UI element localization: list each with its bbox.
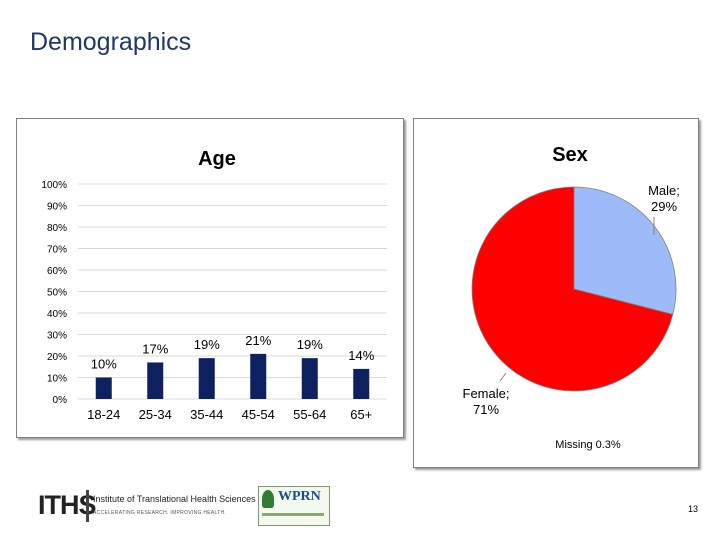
sex-chart-panel: Sex Male; 29% Female; 71% Missing 0.3% xyxy=(413,118,699,468)
age-y-tick-label: 80% xyxy=(47,223,67,234)
age-y-tick-label: 100% xyxy=(41,180,67,191)
age-category-label: 18-24 xyxy=(87,407,120,422)
age-bar-value-label: 19% xyxy=(297,337,323,352)
age-bar-value-label: 17% xyxy=(142,341,168,356)
iths-logo-divider xyxy=(86,490,89,522)
age-bar xyxy=(250,353,267,399)
age-bar xyxy=(353,368,370,399)
pie-slice-male xyxy=(573,186,677,315)
age-category-label: 45-54 xyxy=(242,407,275,422)
iths-name: Institute of Translational Health Scienc… xyxy=(93,494,256,504)
sex-chart-title: Sex xyxy=(552,144,588,166)
page-number: 13 xyxy=(688,504,699,514)
age-bar xyxy=(147,362,164,399)
age-chart-panel: Age 0% 10% 20% 30% 40% 50% 60% 70% 80% 90% 100% 10… xyxy=(16,118,404,438)
age-y-tick-label: 40% xyxy=(47,309,67,320)
pie-slice-female xyxy=(471,186,674,392)
age-bar xyxy=(301,358,318,399)
age-bar-value-label: 10% xyxy=(91,357,117,372)
pie-label-male: Male; 29% xyxy=(648,183,680,214)
age-bar xyxy=(198,358,215,399)
age-y-tick-label: 30% xyxy=(47,331,67,342)
iths-tagline: ACCELERATING RESEARCH. IMPROVING HEALTH. xyxy=(93,510,227,516)
age-bar-value-label: 21% xyxy=(245,333,271,348)
page-title: Demographics xyxy=(30,28,192,56)
pie-leader-female xyxy=(499,372,507,382)
age-bar-value-label: 19% xyxy=(194,337,220,352)
age-y-tick-label: 90% xyxy=(47,202,67,213)
age-category-label: 25-34 xyxy=(139,407,172,422)
wprn-logo-stripe xyxy=(262,513,324,516)
age-y-tick-label: 20% xyxy=(47,352,67,363)
age-y-tick-label: 10% xyxy=(47,374,67,385)
age-y-tick-label: 50% xyxy=(47,288,67,299)
age-y-tick-label: 60% xyxy=(47,266,67,277)
age-category-label: 65+ xyxy=(350,407,372,422)
age-chart: Age 0% 10% 20% 30% 40% 50% 60% 70% 80% 90% 100% 10… xyxy=(41,148,387,422)
age-chart-title: Age xyxy=(198,148,236,170)
age-category-label: 55-64 xyxy=(293,407,326,422)
age-category-label: 35-44 xyxy=(190,407,223,422)
tree-icon xyxy=(262,490,274,508)
sex-chart: Sex Male; 29% Female; 71% Missing 0.3% xyxy=(463,144,680,451)
pie-missing-note: Missing 0.3% xyxy=(555,439,621,451)
wprn-logo-text: WPRN xyxy=(278,489,321,504)
age-y-tick-label: 70% xyxy=(47,245,67,256)
age-bar xyxy=(95,377,112,399)
age-bar-value-label: 14% xyxy=(348,348,374,363)
pie-label-female: Female; 71% xyxy=(463,386,510,417)
age-y-tick-label: 0% xyxy=(53,395,68,406)
